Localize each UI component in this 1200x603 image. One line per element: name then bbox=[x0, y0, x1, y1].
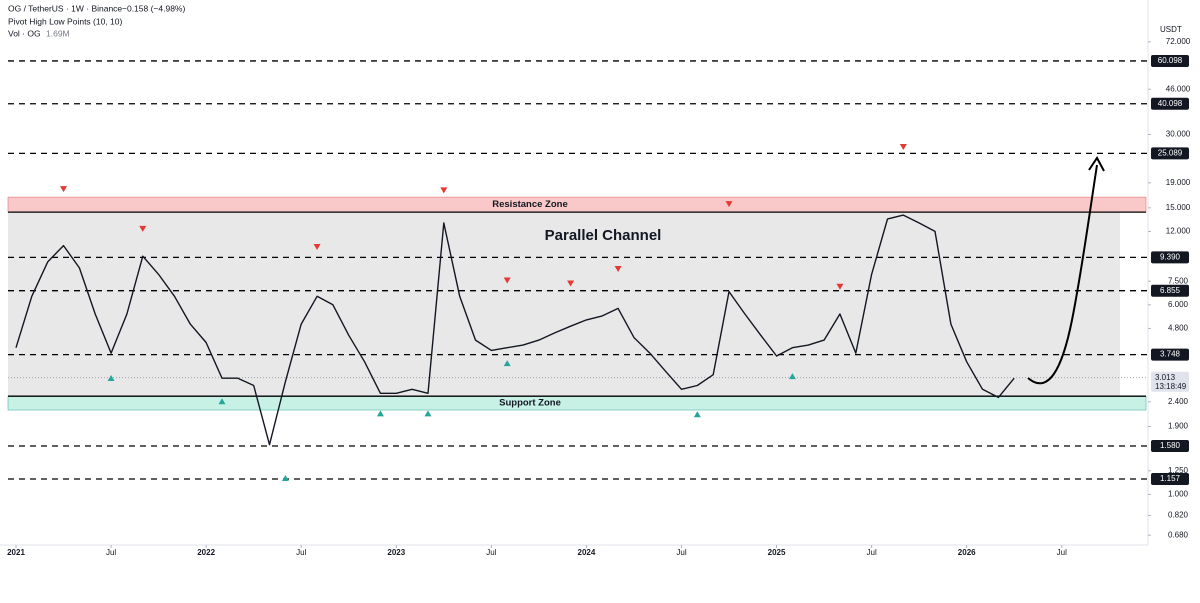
zone bbox=[7, 196, 1147, 213]
y-tick-label: 72.000 bbox=[1166, 37, 1191, 46]
price-line bbox=[15, 214, 1015, 446]
y-tick-label: 6.000 bbox=[1168, 300, 1189, 309]
pivot-low bbox=[788, 373, 796, 380]
x-tick-label: 2021 bbox=[7, 548, 25, 557]
x-tick-label: 2025 bbox=[768, 548, 786, 557]
volume-name: Vol · OG bbox=[8, 28, 41, 38]
y-tick-label: 0.680 bbox=[1168, 530, 1189, 539]
x-tick-label: 2026 bbox=[958, 548, 976, 557]
x-tick-label: Jul bbox=[867, 548, 877, 557]
level-box bbox=[1151, 472, 1189, 485]
price-change: −0.158 (−4.98%) bbox=[122, 3, 185, 13]
y-tick-label: 0.820 bbox=[1168, 511, 1189, 520]
pivot-high bbox=[60, 186, 68, 193]
level-label: 1.157 bbox=[1160, 474, 1181, 483]
level-box bbox=[1151, 147, 1189, 160]
arrow-head bbox=[1088, 156, 1105, 172]
pivot-high bbox=[725, 201, 733, 208]
level-box bbox=[1151, 440, 1189, 453]
x-tick-label: Jul bbox=[486, 548, 496, 557]
y-tick-label: 1.250 bbox=[1168, 466, 1189, 475]
zone-label: Support Zone bbox=[499, 398, 561, 409]
level-box bbox=[1151, 348, 1189, 361]
foreground-layer: OG / TetherUS · 1W · Binance −0.158 (−4.… bbox=[0, 0, 1191, 557]
y-tick-label: 15.000 bbox=[1166, 203, 1191, 212]
plot-layer bbox=[15, 144, 1015, 481]
y-tick-label: 7.500 bbox=[1168, 276, 1189, 285]
level-box bbox=[1151, 54, 1189, 67]
channel-label: Parallel Channel bbox=[545, 227, 662, 244]
level-label: 9.390 bbox=[1160, 253, 1181, 262]
pivot-high bbox=[440, 187, 448, 194]
x-tick-label: Jul bbox=[676, 548, 686, 557]
pivot-high bbox=[313, 244, 321, 251]
pivot-high bbox=[899, 144, 907, 151]
x-tick-label: 2022 bbox=[197, 548, 215, 557]
level-label: 40.098 bbox=[1158, 99, 1183, 108]
level-label: 6.855 bbox=[1160, 286, 1181, 295]
y-tick-label: 30.000 bbox=[1166, 130, 1191, 139]
y-tick-label: 46.000 bbox=[1166, 84, 1191, 93]
y-tick-label: 19.000 bbox=[1166, 178, 1191, 187]
pivot-high bbox=[139, 225, 147, 232]
level-box bbox=[1151, 97, 1189, 110]
background-layer: Parallel Channel Resistance Zone Support Z… bbox=[7, 60, 1148, 480]
level-label: 1.580 bbox=[1160, 441, 1181, 450]
indicator-name: Pivot High Low Points (10, 10) bbox=[8, 16, 123, 26]
current-price-box bbox=[1151, 371, 1189, 392]
y-tick-label: 1.900 bbox=[1168, 422, 1189, 431]
level-label: 60.098 bbox=[1158, 56, 1183, 65]
pivot-high bbox=[503, 277, 511, 284]
x-tick-label: Jul bbox=[296, 548, 306, 557]
channel bbox=[8, 212, 1120, 397]
volume-value: 1.69M bbox=[46, 28, 70, 38]
level-label: 25.089 bbox=[1158, 149, 1183, 158]
pivot-low bbox=[376, 410, 384, 417]
pivot-low bbox=[281, 474, 289, 481]
level-label: 3.748 bbox=[1160, 350, 1181, 359]
axis-unit: USDT bbox=[1160, 25, 1182, 34]
symbol-title: OG / TetherUS · 1W · Binance bbox=[8, 3, 122, 13]
projection-arrow bbox=[1027, 164, 1098, 385]
pivot-high bbox=[836, 283, 844, 290]
pivot-low bbox=[218, 398, 226, 405]
pivot-high bbox=[614, 266, 622, 273]
x-tick-label: 2024 bbox=[578, 548, 596, 557]
pivot-low bbox=[693, 411, 701, 418]
current-price-label: 3.013 bbox=[1155, 373, 1176, 382]
y-tick-label: 2.400 bbox=[1168, 397, 1189, 406]
pivot-low bbox=[424, 410, 432, 417]
pivot-low bbox=[503, 360, 511, 367]
x-tick-label: Jul bbox=[106, 548, 116, 557]
y-tick-label: 1.000 bbox=[1168, 490, 1189, 499]
y-tick-label: 12.000 bbox=[1166, 227, 1191, 236]
level-box bbox=[1151, 284, 1189, 297]
zone-label: Resistance Zone bbox=[492, 199, 568, 210]
pivot-low bbox=[107, 375, 115, 382]
level-box bbox=[1151, 251, 1189, 264]
x-tick-label: 2023 bbox=[387, 548, 405, 557]
y-tick-label: 4.800 bbox=[1168, 324, 1189, 333]
x-tick-label: Jul bbox=[1057, 548, 1067, 557]
pivot-high bbox=[567, 280, 575, 287]
zone bbox=[7, 395, 1147, 411]
countdown-label: 13:18:49 bbox=[1155, 382, 1187, 391]
